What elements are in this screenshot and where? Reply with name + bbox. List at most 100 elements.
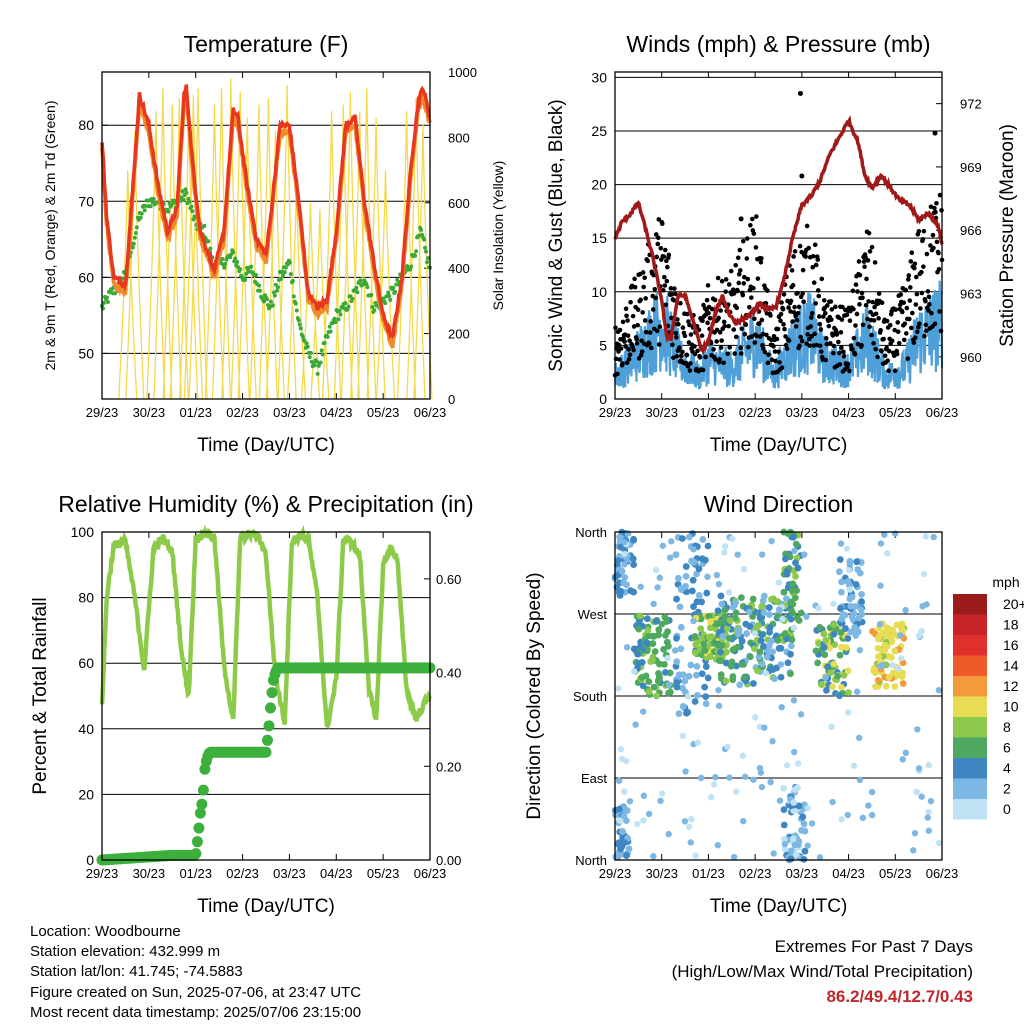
plot-frame <box>101 531 431 861</box>
direction-point <box>717 671 725 678</box>
extremes-box: Extremes For Past 7 Days (High/Low/Max W… <box>672 934 973 1009</box>
dewpoint-point <box>243 277 248 282</box>
gust-point <box>699 333 705 338</box>
direction-point <box>763 653 771 661</box>
direction-point <box>791 594 799 602</box>
gust-point <box>804 223 810 229</box>
direction-point <box>844 811 851 819</box>
legend-title: mph <box>992 574 1019 590</box>
direction-point <box>834 672 842 680</box>
gust-point <box>913 302 919 307</box>
direction-point <box>794 564 802 572</box>
gust-point <box>823 336 829 341</box>
direction-point <box>774 636 782 644</box>
dewpoint-point <box>223 261 228 266</box>
gust-point <box>859 290 865 296</box>
gust-point <box>715 275 721 281</box>
x-tick-label: 02/23 <box>739 405 772 420</box>
direction-point <box>843 545 851 552</box>
x-axis-label: Time (Day/UTC) <box>710 435 848 456</box>
y-tick-label: 20 <box>591 177 607 193</box>
gust-point <box>735 255 741 261</box>
direction-point <box>722 677 730 685</box>
gust-point <box>847 368 852 374</box>
direction-point <box>690 603 697 611</box>
direction-point <box>697 774 705 782</box>
gust-point <box>792 249 798 254</box>
gust-point <box>887 322 893 328</box>
dewpoint-point <box>325 334 330 339</box>
direction-point <box>889 669 897 677</box>
gust-point <box>764 332 769 338</box>
direction-point <box>664 654 671 662</box>
legend-label: 18 <box>1003 617 1019 633</box>
dewpoint-point <box>343 301 348 306</box>
gust-point <box>771 333 777 339</box>
direction-point <box>623 644 631 651</box>
direction-point <box>733 662 740 670</box>
legend-swatch <box>953 778 987 799</box>
gust-point <box>859 342 864 348</box>
dewpoint-point <box>333 320 338 325</box>
gust-point <box>932 321 938 327</box>
direction-point <box>850 762 858 769</box>
direction-point <box>822 636 830 644</box>
dewpoint-point <box>268 299 273 304</box>
gust-point <box>659 221 665 227</box>
gust-point <box>643 296 648 301</box>
direction-point <box>746 653 754 661</box>
gust-point <box>726 282 732 287</box>
x-tick-label: 02/23 <box>226 866 259 881</box>
direction-point <box>852 632 859 639</box>
direction-point <box>857 606 865 613</box>
direction-point <box>787 855 795 863</box>
direction-point <box>749 613 756 620</box>
direction-point <box>803 613 810 620</box>
direction-point <box>783 568 791 575</box>
y-axis-label: Percent & Total Rainfall <box>30 597 51 794</box>
direction-point <box>710 781 718 788</box>
gust-point <box>687 368 693 373</box>
legend-label: 0 <box>1003 801 1011 817</box>
direction-point <box>874 644 882 652</box>
temperature-chart: 29/23 30/23 01/23 02/23 03/23 04/23 05/23 06/23… <box>42 31 506 456</box>
legend-label: 2 <box>1003 781 1011 797</box>
direction-point <box>702 700 710 708</box>
dewpoint-point <box>101 300 106 305</box>
gust-point <box>788 309 793 314</box>
direction-point <box>615 777 623 784</box>
direction-point <box>621 573 629 581</box>
direction-point <box>828 723 835 731</box>
dewpoint-point <box>370 304 375 309</box>
dewpoint-point <box>304 341 309 346</box>
gust-point <box>919 290 925 296</box>
direction-point <box>659 542 667 549</box>
y2-tick-label: 0.40 <box>436 666 461 681</box>
direction-point <box>681 818 689 825</box>
gust-point <box>639 349 645 354</box>
gust-point <box>774 336 780 342</box>
gust-point <box>760 331 766 337</box>
extremes-subtitle: (High/Low/Max Wind/Total Precipitation) <box>671 962 973 981</box>
direction-point <box>714 842 721 849</box>
direction-point <box>724 743 731 750</box>
solar-mark <box>118 170 138 400</box>
direction-point <box>654 584 661 591</box>
direction-point <box>777 673 785 681</box>
gust-point <box>860 322 866 328</box>
gust-point <box>867 249 873 254</box>
gust-point <box>722 323 727 329</box>
dewpoint-point <box>318 360 323 365</box>
gust-point <box>719 278 725 284</box>
direction-point <box>766 611 773 619</box>
direction-point <box>702 693 710 700</box>
direction-point <box>693 639 701 647</box>
direction-point <box>856 734 863 742</box>
legend-label: 14 <box>1003 658 1019 674</box>
direction-point <box>673 658 681 665</box>
gust-point <box>783 342 789 348</box>
gust-point <box>848 343 854 349</box>
direction-point <box>845 566 853 574</box>
direction-point <box>675 710 683 718</box>
direction-point <box>615 685 622 692</box>
